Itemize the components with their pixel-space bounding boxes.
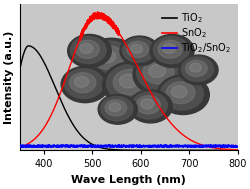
Ellipse shape xyxy=(156,75,208,115)
Ellipse shape xyxy=(128,90,172,123)
Ellipse shape xyxy=(92,46,124,69)
Ellipse shape xyxy=(166,82,194,104)
Ellipse shape xyxy=(70,36,106,64)
Ellipse shape xyxy=(130,44,142,53)
Ellipse shape xyxy=(185,60,206,77)
Ellipse shape xyxy=(126,41,148,58)
Ellipse shape xyxy=(61,66,109,103)
Ellipse shape xyxy=(82,38,139,81)
Ellipse shape xyxy=(86,41,132,76)
Ellipse shape xyxy=(136,56,182,91)
Ellipse shape xyxy=(136,96,160,114)
Ellipse shape xyxy=(69,73,96,93)
Ellipse shape xyxy=(98,94,137,124)
Ellipse shape xyxy=(122,38,154,62)
Ellipse shape xyxy=(119,74,137,88)
Ellipse shape xyxy=(189,63,200,72)
Ellipse shape xyxy=(140,99,153,109)
Ellipse shape xyxy=(108,103,120,112)
Ellipse shape xyxy=(98,50,115,63)
Ellipse shape xyxy=(153,36,188,64)
Ellipse shape xyxy=(158,40,181,58)
Ellipse shape xyxy=(160,77,202,110)
Ellipse shape xyxy=(68,34,111,67)
Ellipse shape xyxy=(75,40,99,58)
Ellipse shape xyxy=(113,70,146,95)
Ellipse shape xyxy=(131,92,166,119)
Ellipse shape xyxy=(132,53,189,96)
Ellipse shape xyxy=(178,55,217,85)
Ellipse shape xyxy=(120,36,158,66)
Y-axis label: Intensity (a.u.): Intensity (a.u.) xyxy=(4,30,14,124)
Ellipse shape xyxy=(162,43,175,53)
X-axis label: Wave Length (nm): Wave Length (nm) xyxy=(71,175,186,185)
Ellipse shape xyxy=(64,69,103,98)
Ellipse shape xyxy=(106,64,156,102)
Ellipse shape xyxy=(142,60,174,84)
Ellipse shape xyxy=(100,96,132,121)
Legend: TiO$_2$, SnO$_2$, TiO$_2$/SnO$_2$: TiO$_2$, SnO$_2$, TiO$_2$/SnO$_2$ xyxy=(160,9,232,57)
Ellipse shape xyxy=(171,86,186,98)
Ellipse shape xyxy=(102,61,163,108)
Ellipse shape xyxy=(148,65,165,77)
Ellipse shape xyxy=(79,43,92,53)
Ellipse shape xyxy=(74,76,88,87)
Ellipse shape xyxy=(104,100,126,116)
Ellipse shape xyxy=(150,34,193,67)
Ellipse shape xyxy=(181,57,213,81)
